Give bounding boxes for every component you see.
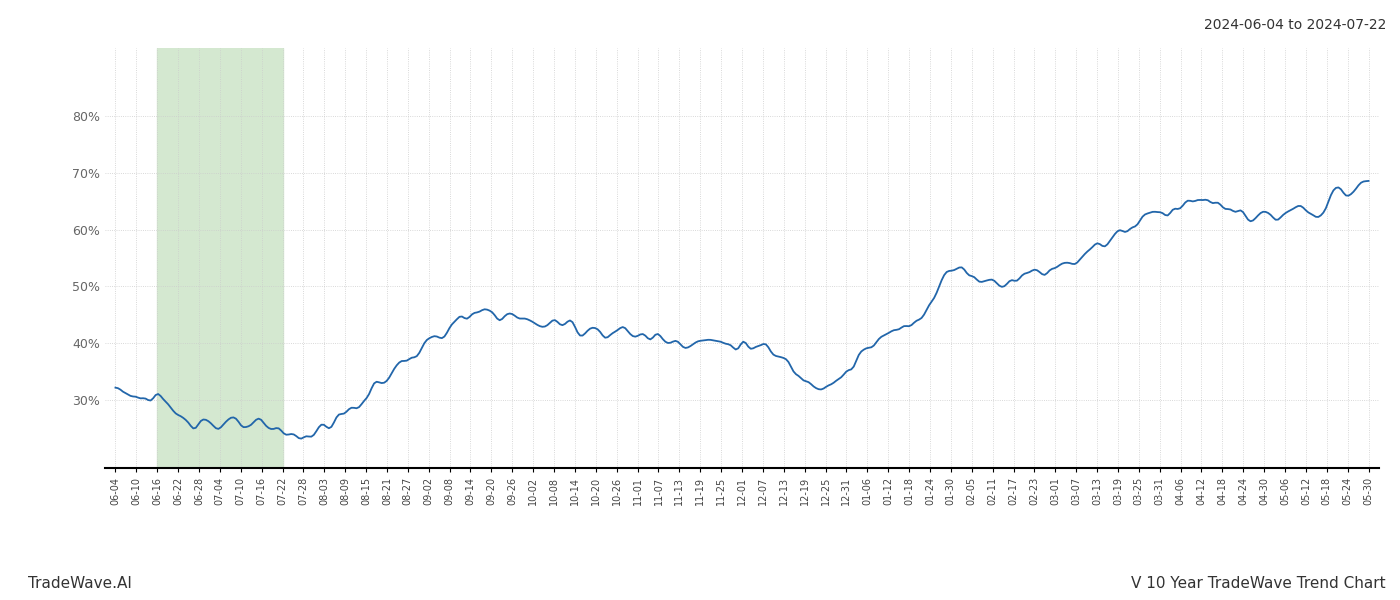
Bar xyxy=(157,48,283,468)
Text: 2024-06-04 to 2024-07-22: 2024-06-04 to 2024-07-22 xyxy=(1204,18,1386,32)
Text: TradeWave.AI: TradeWave.AI xyxy=(28,576,132,591)
Text: V 10 Year TradeWave Trend Chart: V 10 Year TradeWave Trend Chart xyxy=(1131,576,1386,591)
